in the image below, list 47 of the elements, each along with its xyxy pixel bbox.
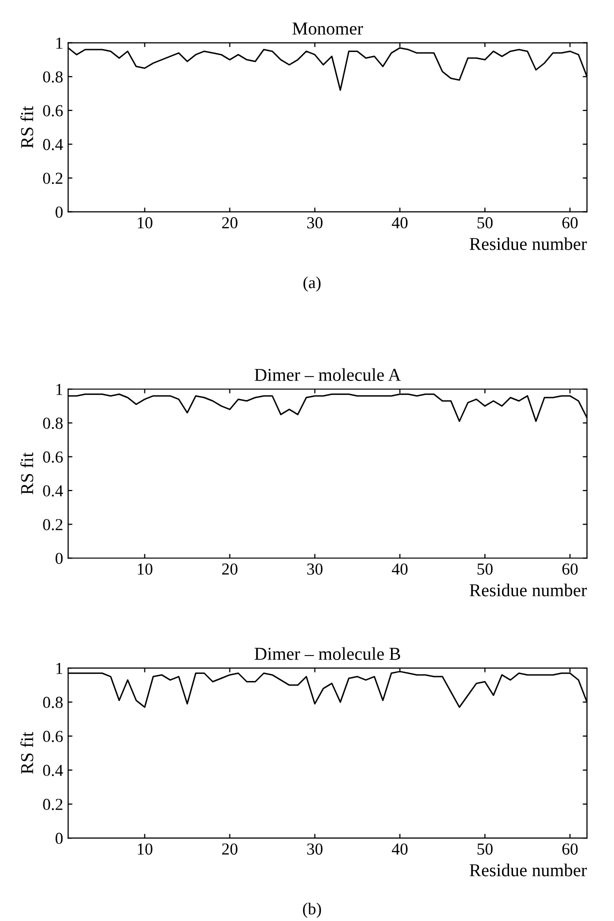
y-tick-label: 1 [56, 384, 62, 395]
chart-title: Dimer – molecule B [254, 647, 400, 660]
text: (b) [303, 902, 321, 918]
x-axis-title: Residue number [470, 584, 587, 596]
x-tick-label: 20 [222, 217, 238, 228]
y-tick-label: 0.4 [43, 764, 64, 776]
y-tick-label: 1 [56, 662, 62, 674]
chart-title: Monomer [292, 22, 364, 35]
x-tick-label: 30 [307, 843, 323, 855]
y-tick-label: 0.6 [43, 105, 63, 116]
y-axis-title: RS fit [20, 106, 34, 148]
x-tick-label: 50 [478, 843, 493, 855]
x-tick-label: 10 [138, 563, 152, 575]
x-tick-label: 60 [562, 217, 578, 228]
x-tick-label: 20 [222, 563, 238, 575]
y-tick-label: 1 [56, 38, 62, 49]
x-tick-label: 10 [138, 843, 152, 855]
y-tick-label: 0.6 [43, 730, 63, 742]
y-tick-label: 0.6 [43, 451, 63, 463]
x-tick-label: 60 [562, 843, 578, 855]
y-tick-label: 0.4 [43, 138, 64, 150]
x-axis-title: Residue number [470, 864, 587, 876]
text: (a) [303, 276, 321, 292]
x-tick-label: 50 [478, 217, 493, 228]
x-tick-label: 50 [478, 563, 493, 575]
chart-title: Dimer – molecule A [254, 368, 401, 381]
x-tick-label: 20 [222, 843, 238, 855]
x-tick-label: 40 [392, 217, 408, 228]
x-tick-label: 10 [138, 217, 152, 228]
x-tick-label: 40 [392, 843, 408, 855]
y-tick-label: 0.8 [43, 71, 63, 83]
x-axis-title: Residue number [470, 237, 587, 250]
y-tick-label: 0.2 [43, 172, 62, 184]
x-tick-label: 40 [392, 563, 408, 575]
x-tick-label: 60 [562, 563, 578, 575]
y-axis-title: RS fit [20, 732, 34, 774]
x-tick-label: 30 [307, 563, 323, 575]
y-tick-label: 0.8 [43, 696, 63, 708]
y-tick-label: 0.2 [43, 519, 62, 530]
y-axis-title: RS fit [20, 452, 34, 494]
y-tick-label: 0.4 [43, 485, 64, 497]
x-tick-label: 30 [307, 217, 323, 228]
y-tick-label: 0.8 [43, 418, 63, 429]
y-tick-label: 0 [56, 552, 63, 564]
y-tick-label: 0 [56, 832, 63, 844]
y-tick-label: 0 [56, 206, 63, 218]
y-tick-label: 0.2 [43, 798, 62, 810]
